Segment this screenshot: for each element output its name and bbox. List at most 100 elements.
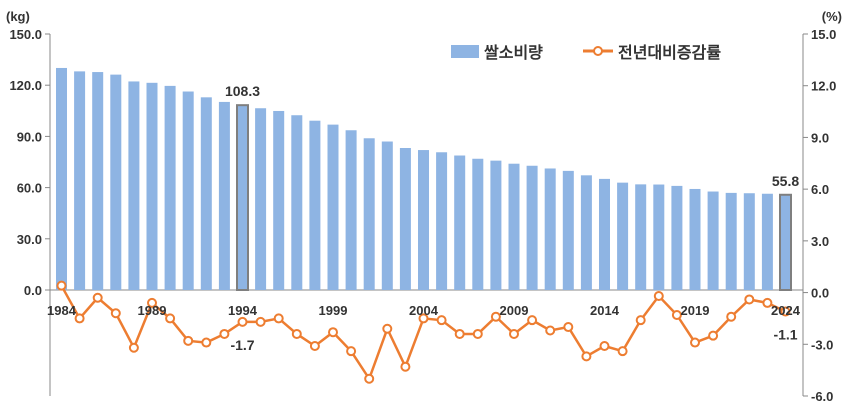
bar-2021 <box>725 192 737 290</box>
x-tick-label: 1999 <box>319 303 348 318</box>
left-axis-ticks: 150.0 120.0 90.0 60.0 30.0 0.0 <box>9 27 50 298</box>
x-tick-label: 1994 <box>228 303 258 318</box>
x-tick-label: 2019 <box>681 303 710 318</box>
x-axis-ticks: 1984 1989 1994 1999 2004 2009 2014 2019 2024 <box>47 303 801 318</box>
right-tick-label: 15.0 <box>811 27 836 42</box>
left-tick-label: 30.0 <box>17 232 42 247</box>
legend-line-label: 전년대비증감률 <box>618 43 721 62</box>
line-point-2017 <box>653 291 664 302</box>
line-point-2021 <box>726 311 737 322</box>
line-point-2000 <box>346 346 357 357</box>
line-point-1993 <box>219 328 230 339</box>
line-point-1994 <box>237 316 248 327</box>
bar-1986 <box>92 72 104 290</box>
right-tick-label: 0.0 <box>811 286 829 301</box>
line-point-2022 <box>744 294 755 305</box>
bar-2003 <box>399 148 411 290</box>
line-data-label: -1.1 <box>773 327 797 343</box>
line-point-2010 <box>527 315 538 326</box>
bar-2015 <box>617 182 629 290</box>
bar-1985 <box>74 71 86 290</box>
x-tick-label: 2014 <box>590 303 620 318</box>
bar-2023 <box>761 193 773 290</box>
left-tick-label: 60.0 <box>17 181 42 196</box>
bar-2009 <box>508 163 520 290</box>
bar-1998 <box>309 120 321 290</box>
line-point-1990 <box>165 313 176 324</box>
right-axis-ticks: 15.0 12.0 9.0 6.0 3.0 0.0 -3.0 -6.0 <box>803 27 836 404</box>
line-point-1984 <box>56 280 67 291</box>
bar-1991 <box>182 91 194 290</box>
right-tick-label: -3.0 <box>811 337 833 352</box>
line-point-1987 <box>110 308 121 319</box>
legend-bar-label: 쌀소비량 <box>484 43 543 62</box>
line-series <box>56 280 791 384</box>
line-point-2020 <box>708 330 719 341</box>
bar-2022 <box>743 193 755 290</box>
right-tick-label: 9.0 <box>811 130 829 145</box>
line-point-2014 <box>599 341 610 352</box>
line-point-1998 <box>309 341 320 352</box>
bar-2017 <box>653 184 665 290</box>
line-point-2012 <box>563 322 574 333</box>
line-point-2009 <box>509 328 519 339</box>
x-tick-label: 2004 <box>409 303 439 318</box>
bar-1996 <box>273 110 285 290</box>
bar-2000 <box>345 130 357 290</box>
right-tick-label: 3.0 <box>811 234 829 249</box>
bar-series <box>56 67 792 292</box>
left-tick-label: 120.0 <box>9 78 42 93</box>
line-data-label: -1.7 <box>230 337 254 353</box>
bar-2002 <box>381 141 393 290</box>
right-tick-label: -6.0 <box>811 389 833 404</box>
line-point-2007 <box>472 328 483 339</box>
left-tick-label: 0.0 <box>24 283 42 298</box>
legend-bar-swatch <box>451 45 479 58</box>
bar-1990 <box>164 85 176 291</box>
line-point-2002 <box>382 323 393 334</box>
line-point-2001 <box>364 373 375 384</box>
line-point-1995 <box>255 316 266 327</box>
line-point-1992 <box>201 337 212 348</box>
bar-2013 <box>580 175 592 290</box>
bar-2001 <box>363 138 375 290</box>
legend: 쌀소비량 전년대비증감률 <box>451 43 721 62</box>
bar-1984 <box>56 67 67 290</box>
line-point-2013 <box>581 351 592 362</box>
line-point-2018 <box>671 309 682 320</box>
bar-1992 <box>200 97 212 290</box>
line-point-2024 <box>780 306 791 317</box>
bar-1987 <box>110 74 122 290</box>
line-point-1999 <box>328 327 338 338</box>
x-tick-label: 1989 <box>138 303 167 318</box>
right-tick-label: 12.0 <box>811 79 836 94</box>
left-tick-label: 150.0 <box>9 27 42 42</box>
bar-2020 <box>707 191 719 290</box>
bar-data-label: 108.3 <box>225 83 260 99</box>
bar-2018 <box>671 185 683 290</box>
right-tick-label: 6.0 <box>811 182 829 197</box>
bar-2012 <box>562 170 574 290</box>
bar-2011 <box>544 168 556 290</box>
bar-1993 <box>218 101 230 291</box>
bar-1988 <box>128 81 140 290</box>
legend-line-marker <box>593 46 603 56</box>
line-point-2023 <box>762 297 773 308</box>
line-point-1996 <box>273 313 284 324</box>
bar-2008 <box>490 160 502 290</box>
line-point-2011 <box>545 325 556 336</box>
line-point-1991 <box>183 335 194 346</box>
bar-1989 <box>146 82 158 290</box>
bar-2024 <box>779 193 792 292</box>
bar-2007 <box>472 158 484 290</box>
bar-1997 <box>291 115 303 290</box>
line-point-2016 <box>635 315 646 326</box>
line-point-2004 <box>418 313 429 324</box>
line-point-2006 <box>454 328 465 339</box>
x-tick-label: 1984 <box>47 303 77 318</box>
bar-2006 <box>454 155 466 290</box>
bar-2004 <box>418 150 429 290</box>
bar-1994 <box>236 104 249 291</box>
line-point-1985 <box>74 313 85 324</box>
